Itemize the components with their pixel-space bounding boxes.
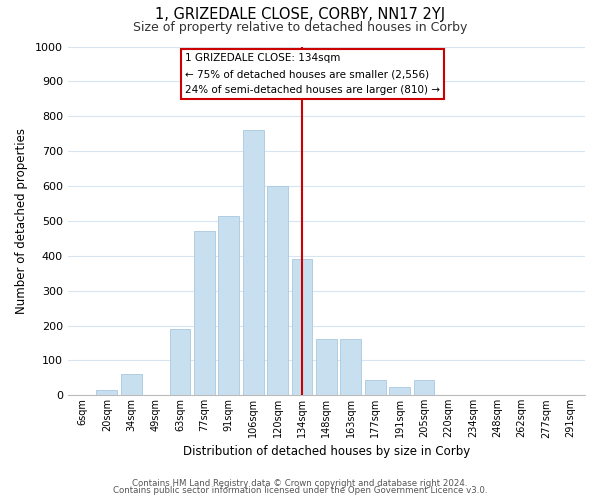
Text: 1, GRIZEDALE CLOSE, CORBY, NN17 2YJ: 1, GRIZEDALE CLOSE, CORBY, NN17 2YJ	[155, 8, 445, 22]
X-axis label: Distribution of detached houses by size in Corby: Distribution of detached houses by size …	[183, 444, 470, 458]
Text: 1 GRIZEDALE CLOSE: 134sqm
← 75% of detached houses are smaller (2,556)
24% of se: 1 GRIZEDALE CLOSE: 134sqm ← 75% of detac…	[185, 54, 440, 94]
Bar	[267, 186, 288, 396]
Bar	[413, 380, 434, 396]
Bar	[243, 130, 263, 396]
Bar	[121, 374, 142, 396]
Text: Contains public sector information licensed under the Open Government Licence v3: Contains public sector information licen…	[113, 486, 487, 495]
Bar	[97, 390, 117, 396]
Bar	[316, 340, 337, 396]
Bar	[389, 386, 410, 396]
Bar	[292, 260, 313, 396]
Bar	[340, 340, 361, 396]
Bar	[194, 232, 215, 396]
Y-axis label: Number of detached properties: Number of detached properties	[15, 128, 28, 314]
Bar	[218, 216, 239, 396]
Bar	[170, 329, 190, 396]
Bar	[365, 380, 386, 396]
Text: Size of property relative to detached houses in Corby: Size of property relative to detached ho…	[133, 21, 467, 34]
Text: Contains HM Land Registry data © Crown copyright and database right 2024.: Contains HM Land Registry data © Crown c…	[132, 478, 468, 488]
